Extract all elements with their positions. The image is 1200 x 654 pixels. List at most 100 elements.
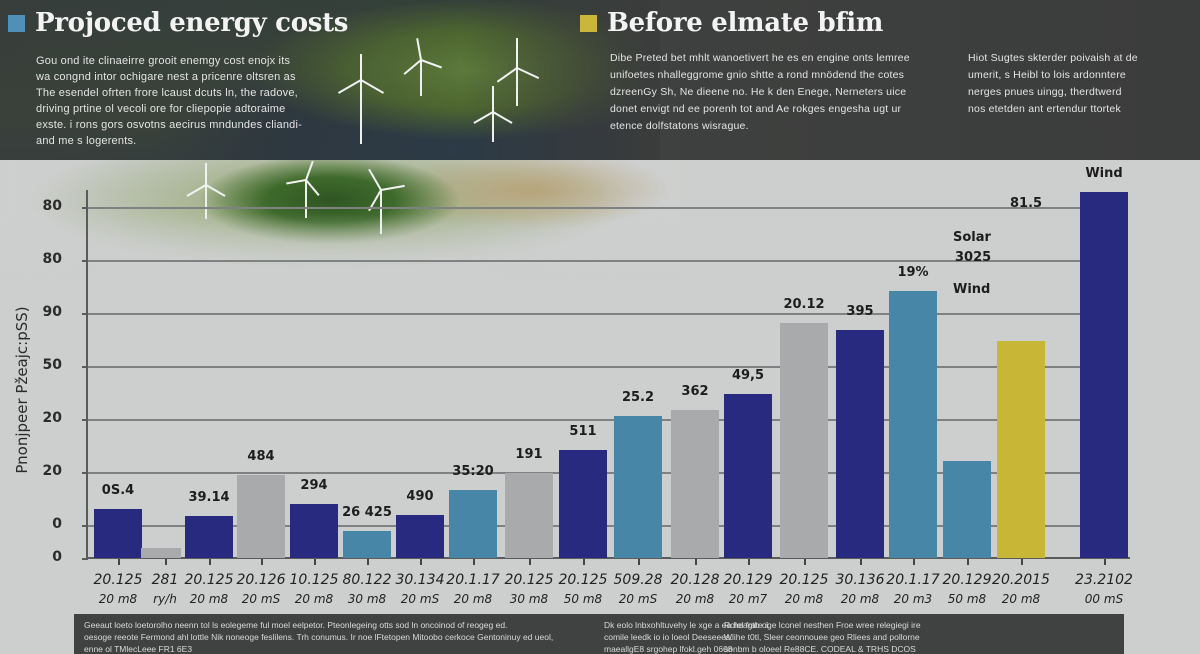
bar-gray[interactable]	[505, 473, 553, 558]
bar-value-label: 0S.4	[101, 483, 135, 498]
caption-column-3: Rolel frate ige lconel nesthen Froe wree…	[724, 619, 1124, 654]
caption-line: Geeaut loeto loetorolho neenn tol ls eol…	[84, 620, 508, 630]
caption-column-1: Geeaut loeto loetorolho neenn tol ls eol…	[84, 619, 644, 654]
bar-navy[interactable]	[1080, 192, 1128, 558]
bar-steel-blue[interactable]	[889, 291, 937, 558]
x-tick-label: 20.1.17 20 m3	[886, 572, 940, 606]
bar-steel-blue[interactable]	[614, 416, 662, 558]
x-tick-label: 30.136 20 m8	[835, 572, 885, 606]
x-tick	[1021, 559, 1023, 565]
gridline	[88, 207, 1128, 209]
x-tick-label: 10.125 20 m8	[289, 572, 339, 606]
bar-gray[interactable]	[671, 410, 719, 558]
x-tick	[804, 559, 806, 565]
paragraph-line: Dibe Preted bet mhlt wanoetivert he es e…	[610, 52, 910, 64]
aerial-photo-fade	[0, 160, 680, 280]
y-tick	[82, 419, 88, 421]
bar-navy[interactable]	[94, 509, 142, 558]
x-tick-label: 281 ry/h	[151, 572, 179, 606]
bar-steel-blue[interactable]	[943, 461, 991, 558]
paragraph-line: Hiot Sugtes skterder poivaish at de	[968, 52, 1138, 64]
gridline	[88, 366, 1128, 368]
chart-annotation: Solar	[953, 230, 991, 245]
x-tick	[583, 559, 585, 565]
paragraph-line: dzreenGy Sh, Ne dieene no. He k den Eneg…	[610, 86, 907, 98]
bar-navy[interactable]	[559, 450, 607, 558]
bar-navy[interactable]	[290, 504, 338, 558]
x-tick	[529, 559, 531, 565]
bar-navy[interactable]	[396, 515, 444, 558]
y-tick-label: 50	[42, 357, 62, 373]
y-axis-label: Pnonjpeer Pžeajc:pSS)	[13, 306, 31, 474]
x-tick	[473, 559, 475, 565]
caption-line: Rolel frate ige lconel nesthen Froe wree…	[724, 620, 921, 630]
description-column-2: Hiot Sugtes skterder poivaish at de umeri…	[968, 50, 1168, 118]
paragraph-line: nos etetden ant ertendur ttortek	[968, 103, 1121, 115]
x-tick-label: 20.125 30 m8	[504, 572, 554, 606]
paragraph-line: nerges pnues uingg, therdtwerd	[968, 86, 1122, 98]
paragraph-line: The esendel ofrten frore lcaust dcuts ln…	[36, 87, 298, 99]
bar-navy[interactable]	[836, 330, 884, 558]
intro-paragraph: Gou ond ite clinaeirre grooit enemgy cos…	[36, 53, 336, 149]
photo-overlay	[0, 0, 660, 160]
paragraph-line: wa congnd intor ochigare nest a pricenre…	[36, 71, 296, 83]
y-tick	[82, 260, 88, 262]
caption-column-2: Dk eolo lnbxohltuvehy le xge a ea heagth…	[484, 619, 884, 654]
x-tick-label: 20.125 20 m8	[184, 572, 234, 606]
bar-value-label: 362	[681, 384, 709, 399]
bar-value-label: 19%	[897, 265, 929, 280]
bar-value-label: 20.12	[783, 297, 825, 312]
gridline	[88, 472, 1128, 474]
chart-title: Projoced energy costs	[35, 8, 349, 38]
caption-line: enne ol TMlecLeee FR1 6E3	[84, 644, 193, 654]
y-tick-label: 80	[42, 251, 62, 267]
bar-value-label: 395	[846, 304, 874, 319]
x-tick-label: 20.1.17 20 m8	[446, 572, 500, 606]
x-tick	[165, 559, 167, 565]
y-tick	[82, 366, 88, 368]
legend-swatch-steel-blue	[8, 14, 25, 32]
x-tick-label: 509.28 20 mS	[613, 572, 663, 606]
caption-line: Wlihe t0tl, Sleer ceonnouee geo Rliees a…	[724, 632, 920, 642]
x-tick-label: 23.2102 00 mS	[1075, 572, 1133, 606]
bar-value-label: 35:20	[452, 464, 494, 479]
bar-gray[interactable]	[780, 323, 828, 558]
bar-gold[interactable]	[997, 341, 1045, 558]
paragraph-line: donet envigt nd ee porenh tot and Ae rok…	[610, 103, 902, 115]
x-tick-label: 20.126 20 mS	[236, 572, 286, 606]
x-tick	[261, 559, 263, 565]
x-tick	[967, 559, 969, 565]
y-tick-label: 0	[52, 549, 62, 565]
chart-annotation: 81.5	[1010, 196, 1043, 211]
bar-value-label: 39.14	[188, 490, 230, 505]
bar-value-label: 26 425	[342, 505, 392, 520]
bar-value-label: Wind	[1085, 166, 1123, 181]
legend-swatch-gold	[580, 14, 597, 32]
x-tick	[860, 559, 862, 565]
x-tick-label: 80.122 30 m8	[342, 572, 392, 606]
bar-steel-blue[interactable]	[343, 531, 391, 558]
x-tick	[209, 559, 211, 565]
x-tick-label: 20.125 20 m8	[779, 572, 829, 606]
y-tick	[82, 313, 88, 315]
x-tick-label: 20.129 50 m8	[942, 572, 992, 606]
paragraph-line: Gou ond ite clinaeirre grooit enemgy cos…	[36, 55, 291, 67]
y-tick-label: 80	[42, 198, 62, 214]
x-tick-label: 20.128 20 m8	[670, 572, 720, 606]
x-tick	[748, 559, 750, 565]
bar-value-label: 294	[300, 478, 328, 493]
bar-navy[interactable]	[724, 394, 772, 558]
secondary-title: Before elmate bfim	[607, 8, 884, 38]
bar-value-label: 25.2	[621, 390, 655, 405]
header-banner: Projoced energy costs Gou ond ite clinae…	[0, 0, 1200, 160]
legend-before-climate: Before elmate bfim	[580, 8, 883, 38]
x-tick-label: 20.125 50 m8	[558, 572, 608, 606]
bar-gray[interactable]	[237, 475, 285, 558]
bar-steel-blue[interactable]	[449, 490, 497, 558]
bar-gray[interactable]	[141, 548, 181, 558]
caption-line: maeallgE8 srgohep lfokl.geh 0608	[604, 644, 733, 654]
paragraph-line: umerit, s Heibl to lois ardonntere	[968, 69, 1126, 81]
bar-navy[interactable]	[185, 516, 233, 558]
paragraph-line: exste. i rons gors osvotns aecirus mndun…	[36, 119, 302, 131]
x-tick	[420, 559, 422, 565]
